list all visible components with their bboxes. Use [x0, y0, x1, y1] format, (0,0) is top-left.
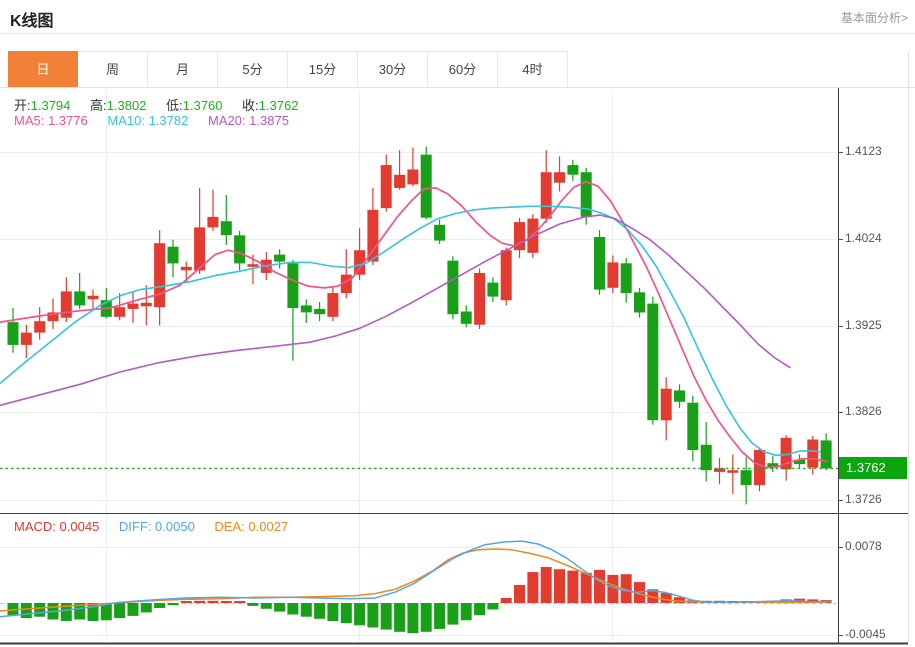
close-value: 1.3762 — [258, 98, 299, 113]
macd-label: MACD: — [14, 519, 56, 534]
tab-周[interactable]: 周 — [78, 51, 148, 87]
ma5-value: 1.3776 — [47, 113, 88, 128]
tab-60分[interactable]: 60分 — [428, 51, 498, 87]
ma20-value: 1.3875 — [249, 113, 289, 128]
macd-value: 0.0045 — [59, 519, 100, 534]
dea-label: DEA: — [214, 519, 245, 534]
open-value: 1.3794 — [30, 98, 71, 113]
ma-row: MA5: 1.3776 MA10: 1.3782 MA20: 1.3875 — [14, 113, 305, 128]
price-tick-label: 1.4024 — [845, 231, 882, 245]
price-tick-label: 1.3726 — [845, 492, 882, 506]
tab-15分[interactable]: 15分 — [288, 51, 358, 87]
high-value: 1.3802 — [106, 98, 147, 113]
macd-tick-label: 0.0078 — [845, 539, 882, 553]
low-label: 低: — [166, 98, 183, 113]
close-label: 收: — [242, 98, 259, 113]
fundamental-analysis-link[interactable]: 基本面分析> — [840, 11, 908, 25]
diff-value: 0.0050 — [155, 519, 195, 534]
macd-tick-label: -0.0045 — [845, 627, 886, 641]
tab-4时[interactable]: 4时 — [498, 51, 568, 87]
ohlc-row: 开:1.3794 高:1.3802 低:1.3760 收:1.3762 — [14, 95, 314, 114]
tab-5分[interactable]: 5分 — [218, 51, 288, 87]
high-label: 高: — [90, 98, 107, 113]
page-title: K线图 — [10, 13, 54, 30]
price-tick-label: 1.3826 — [845, 404, 882, 418]
timeframe-tabs: 日周月 5分 15分 30分 60分 4时 — [8, 51, 568, 87]
low-value: 1.3760 — [182, 98, 223, 113]
title-divider — [0, 33, 915, 34]
tab-30分[interactable]: 30分 — [358, 51, 428, 87]
ma20-label: MA20: — [207, 113, 246, 128]
ma10-value: 1.3782 — [148, 113, 189, 128]
open-label: 开: — [14, 98, 31, 113]
current-price-badge: 1.3762 — [839, 457, 907, 479]
ma5-label: MA5: — [14, 113, 45, 128]
macd-indicator-row: MACD: 0.0045 DIFF: 0.0050 DEA: 0.0027 — [14, 519, 304, 534]
tabbar-underline — [0, 87, 915, 88]
tab-日[interactable]: 日 — [8, 51, 78, 87]
ma10-label: MA10: — [107, 113, 145, 128]
price-tick-label: 1.3925 — [845, 318, 882, 332]
dea-value: 0.0027 — [248, 519, 289, 534]
diff-label: DIFF: — [118, 519, 152, 534]
tab-月[interactable]: 月 — [148, 51, 218, 87]
price-tick-label: 1.4123 — [845, 144, 882, 158]
